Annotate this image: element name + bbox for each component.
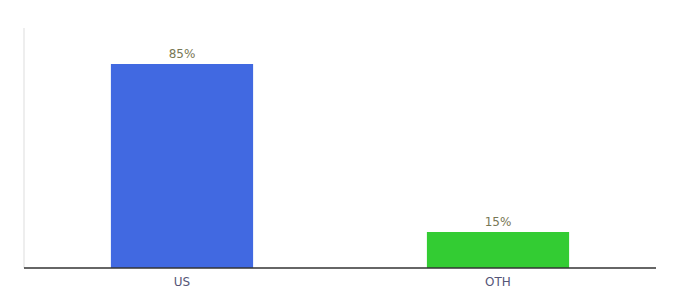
chart-container: US OTH 85% 15% — [0, 0, 680, 300]
x-axis-line — [24, 267, 656, 269]
data-label: 15% — [485, 215, 512, 229]
x-tick-label: US — [174, 275, 190, 289]
x-tick-label: OTH — [485, 275, 511, 289]
data-label: 85% — [169, 47, 196, 61]
chart: US OTH 85% 15% — [0, 0, 680, 300]
bar — [111, 64, 253, 268]
bars — [111, 64, 569, 268]
bar — [427, 232, 569, 268]
y-axis-line — [24, 28, 25, 268]
